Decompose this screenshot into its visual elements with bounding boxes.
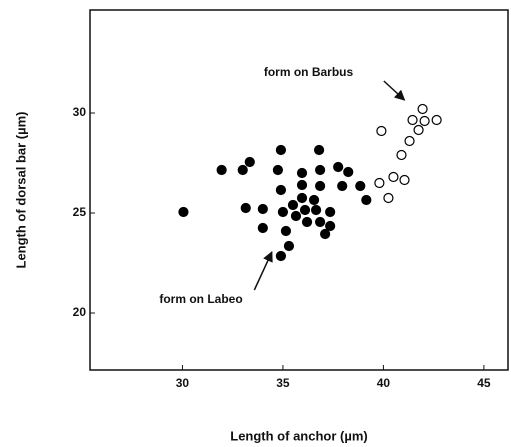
point [325, 206, 336, 218]
point [178, 206, 189, 218]
x-tick-label: 40 [377, 376, 391, 390]
point [275, 184, 287, 196]
point [320, 228, 331, 240]
point [240, 202, 251, 214]
point [374, 177, 385, 189]
point [396, 149, 407, 161]
point [237, 164, 248, 176]
x-tick-label: 35 [276, 376, 290, 390]
point [376, 125, 387, 137]
annotation: form on Labeo [159, 292, 242, 306]
annotation-arrow [253, 251, 273, 291]
point [296, 192, 308, 204]
point [275, 144, 287, 156]
point [280, 225, 292, 237]
point [301, 216, 313, 228]
point [333, 161, 344, 173]
point [361, 194, 372, 206]
point [413, 124, 424, 136]
point [355, 180, 366, 192]
point [407, 114, 418, 126]
point [296, 167, 308, 179]
point [404, 135, 415, 147]
point [315, 180, 326, 192]
point [277, 206, 289, 218]
point [283, 240, 295, 252]
annotation-arrow [383, 80, 406, 101]
point [216, 164, 227, 176]
point [313, 144, 325, 156]
point [257, 222, 268, 234]
point [325, 220, 336, 232]
point [419, 115, 430, 127]
point [272, 164, 283, 176]
point [315, 216, 326, 228]
point [315, 164, 326, 176]
point [417, 103, 428, 115]
point [383, 192, 394, 204]
x-axis-label: Length of anchor (µm) [230, 428, 367, 443]
point [296, 179, 308, 191]
annotation: form on Barbus [264, 65, 354, 79]
y-tick-label: 30 [73, 105, 87, 119]
point [257, 203, 268, 215]
plot-frame [89, 9, 509, 371]
point [399, 174, 410, 186]
point [388, 171, 399, 183]
point [299, 204, 311, 216]
point [244, 156, 255, 168]
x-tick-label: 45 [477, 376, 491, 390]
point [310, 204, 322, 216]
point [287, 199, 299, 211]
y-tick-label: 20 [73, 305, 87, 319]
point [431, 114, 442, 126]
point [343, 166, 354, 178]
point [308, 194, 320, 206]
x-tick-label: 30 [176, 376, 190, 390]
point [275, 250, 287, 262]
point [337, 180, 348, 192]
y-tick-label: 25 [73, 205, 87, 219]
point [290, 210, 302, 222]
y-axis-label: Length of dorsal bar (µm) [13, 112, 28, 269]
